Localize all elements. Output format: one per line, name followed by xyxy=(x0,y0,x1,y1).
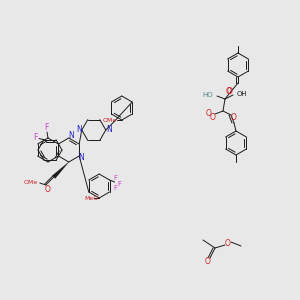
Text: OMe: OMe xyxy=(103,118,117,122)
Text: O: O xyxy=(210,112,216,122)
Text: O: O xyxy=(227,86,233,95)
Text: N: N xyxy=(76,125,82,134)
Text: O: O xyxy=(205,256,211,266)
Text: N: N xyxy=(68,131,74,140)
Text: OMe: OMe xyxy=(24,181,38,185)
Text: HO: HO xyxy=(202,92,213,98)
Text: O: O xyxy=(226,86,232,95)
Text: N: N xyxy=(106,125,112,134)
Text: F: F xyxy=(114,185,118,191)
Text: F: F xyxy=(118,181,122,187)
Text: N: N xyxy=(78,154,84,163)
Text: OH: OH xyxy=(237,91,247,97)
Text: F: F xyxy=(44,124,48,133)
Text: MeO: MeO xyxy=(84,196,98,200)
Text: O: O xyxy=(231,112,237,122)
Polygon shape xyxy=(52,162,69,178)
Text: O: O xyxy=(225,238,231,247)
Text: O: O xyxy=(206,109,212,118)
Text: F: F xyxy=(33,133,37,142)
Text: F: F xyxy=(114,175,118,181)
Text: O: O xyxy=(45,185,51,194)
